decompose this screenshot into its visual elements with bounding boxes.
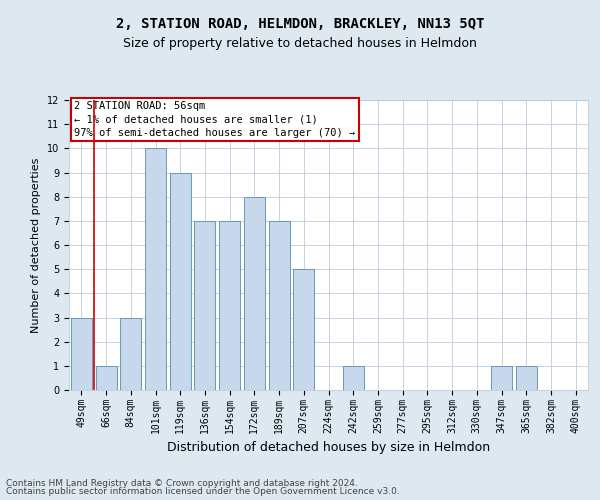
Bar (95, 366, 116, 390)
Bar (120, 318, 141, 390)
Bar (244, 196, 265, 390)
Bar (71, 318, 92, 390)
Bar (219, 221, 240, 390)
Bar (293, 269, 314, 390)
Bar (170, 172, 191, 390)
Bar (145, 148, 166, 390)
Bar (343, 366, 364, 390)
Text: 2, STATION ROAD, HELMDON, BRACKLEY, NN13 5QT: 2, STATION ROAD, HELMDON, BRACKLEY, NN13… (116, 18, 484, 32)
Text: 2 STATION ROAD: 56sqm
← 1% of detached houses are smaller (1)
97% of semi-detach: 2 STATION ROAD: 56sqm ← 1% of detached h… (74, 102, 355, 138)
Y-axis label: Number of detached properties: Number of detached properties (31, 158, 41, 332)
Text: Contains HM Land Registry data © Crown copyright and database right 2024.: Contains HM Land Registry data © Crown c… (6, 478, 358, 488)
Text: Contains public sector information licensed under the Open Government Licence v3: Contains public sector information licen… (6, 487, 400, 496)
Bar (491, 366, 512, 390)
Text: Size of property relative to detached houses in Helmdon: Size of property relative to detached ho… (123, 38, 477, 51)
X-axis label: Distribution of detached houses by size in Helmdon: Distribution of detached houses by size … (167, 441, 490, 454)
Bar (516, 366, 537, 390)
Bar (269, 221, 290, 390)
Bar (194, 221, 215, 390)
